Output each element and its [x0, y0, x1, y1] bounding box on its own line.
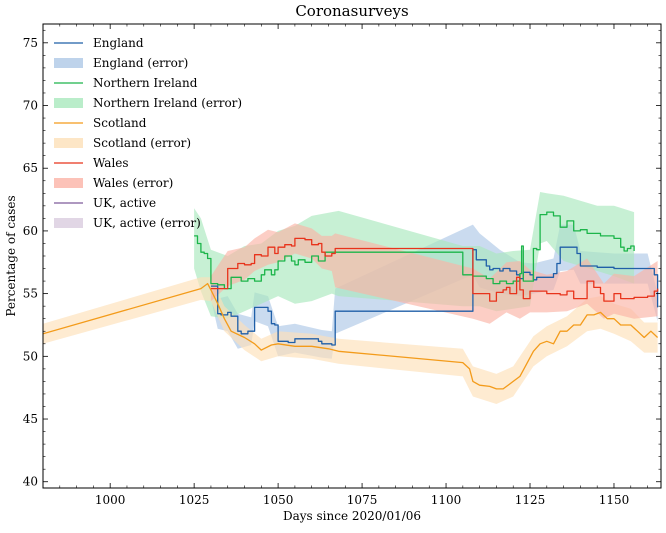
scotland-error-band [43, 277, 658, 404]
chart-title: Coronasurveys [295, 2, 408, 20]
y-tick-label: 50 [23, 349, 38, 363]
england-error-legend-label: England (error) [93, 56, 188, 70]
scotland-legend-label: Scotland [93, 116, 147, 130]
scotland-error-legend-swatch [54, 138, 83, 148]
scotland-line [43, 282, 659, 390]
northern-ireland-error-legend-swatch [54, 98, 83, 108]
error-bands [43, 192, 658, 404]
wales-legend-label: Wales [93, 156, 129, 170]
england-legend-label: England [93, 36, 144, 50]
x-tick-label: 1075 [347, 493, 378, 507]
y-tick-label: 55 [23, 287, 38, 301]
england-line [210, 246, 659, 346]
wales-error-band [210, 223, 658, 324]
y-tick-label: 45 [23, 412, 38, 426]
y-tick-label: 60 [23, 224, 38, 238]
y-axis-label: Percentage of cases [4, 195, 18, 316]
x-tick-label: 1025 [179, 493, 210, 507]
northern-ireland-error-legend-label: Northern Ireland (error) [93, 96, 242, 110]
axis-ticks: 1000 1025 1050 1075 1100 1125 1150 40 45 50 55 60 65… [23, 24, 661, 507]
england-error-legend-swatch [54, 58, 83, 68]
y-tick-label: 70 [23, 99, 38, 113]
x-tick-label: 1050 [263, 493, 294, 507]
y-tick-label: 65 [23, 161, 38, 175]
y-tick-label: 40 [23, 475, 38, 489]
series-lines [43, 211, 659, 390]
x-tick-label: 1000 [95, 493, 126, 507]
wales-error-legend-swatch [54, 178, 83, 188]
x-tick-label: 1150 [599, 493, 630, 507]
x-axis-label: Days since 2020/01/06 [283, 509, 421, 523]
x-tick-label: 1100 [431, 493, 462, 507]
wales-line [210, 237, 659, 302]
wales-error-legend-label: Wales (error) [93, 176, 173, 190]
scotland-error-legend-label: Scotland (error) [93, 136, 191, 150]
x-tick-label: 1125 [515, 493, 546, 507]
y-tick-label: 75 [23, 36, 38, 50]
legend: England England (error) Northern Ireland No… [54, 36, 242, 230]
uk-active-error-legend-swatch [54, 218, 83, 228]
northern-ireland-legend-label: Northern Ireland [93, 76, 198, 90]
uk-active-error-legend-label: UK, active (error) [93, 216, 201, 230]
uk-active-legend-label: UK, active [93, 196, 156, 210]
